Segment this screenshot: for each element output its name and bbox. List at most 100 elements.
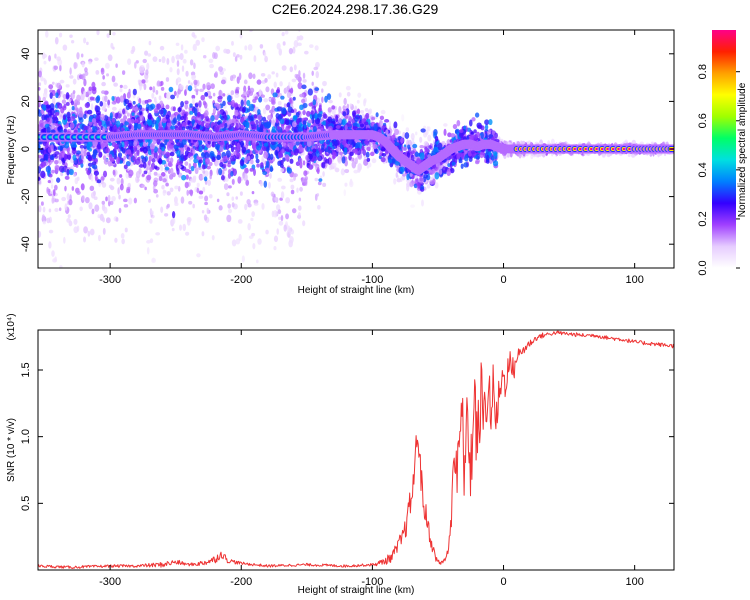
spectrogram-point: [110, 42, 114, 49]
spectrogram-point: [201, 151, 205, 158]
spectrogram-point: [250, 159, 254, 165]
spectrogram-point: [335, 115, 339, 123]
spectrogram-point: [187, 85, 193, 92]
spectrogram-point: [393, 121, 398, 129]
spectrogram-point: [327, 107, 332, 113]
spectrogram-point: [103, 158, 109, 165]
spectrogram-point: [144, 8, 148, 16]
spectrogram-point: [484, 124, 489, 130]
spectrogram-point: [124, 98, 130, 105]
spectrogram-point: [107, 54, 113, 62]
spectrogram-point: [258, 96, 263, 103]
spectrogram-point: [161, 184, 165, 190]
spectrogram-point: [344, 147, 348, 153]
spectrogram-point: [196, 187, 200, 194]
spectrogram-point: [111, 106, 117, 111]
spectrogram-point: [89, 185, 95, 192]
spectrogram-point: [340, 168, 345, 176]
spectrogram-point: [176, 60, 180, 68]
spectrogram-point: [227, 185, 232, 189]
spectrogram-point: [161, 56, 166, 64]
spectrogram-point: [251, 232, 256, 237]
spectrogram-point: [58, 32, 63, 38]
spectrogram-point: [321, 88, 324, 93]
spectrogram-point: [193, 79, 198, 86]
spectrogram-point: [231, 202, 235, 208]
spectrogram-point: [139, 66, 143, 73]
spectrogram-point: [66, 193, 70, 201]
spectrogram-point: [120, 23, 124, 30]
spectrogram-point: [343, 189, 347, 197]
spectrogram-point: [321, 161, 326, 169]
spectrogram-point: [103, 170, 108, 178]
spectrogram-point: [401, 114, 405, 122]
spectrogram-point: [426, 184, 431, 189]
spectrogram-point: [209, 194, 213, 199]
spectrogram-point: [53, 65, 58, 71]
spectrogram-point: [393, 178, 397, 185]
spectrogram-point: [54, 53, 57, 59]
spectrogram-point: [262, 107, 267, 115]
spectrogram-point: [214, 71, 219, 78]
spectrogram-point: [145, 69, 149, 76]
spectrogram-point: [42, 206, 46, 213]
spectrogram-point: [95, 70, 100, 75]
spectrogram-point: [184, 49, 188, 54]
spectrogram-point: [128, 125, 132, 130]
spectrogram-point: [235, 238, 241, 245]
spectrogram-point: [111, 75, 116, 83]
spectrogram-point: [184, 102, 189, 110]
spectrogram-point: [293, 173, 298, 178]
spectrogram-point: [341, 156, 346, 164]
spectrogram-point: [89, 96, 95, 101]
spectrogram-point: [184, 161, 189, 166]
spectrogram-point: [223, 48, 228, 54]
spectrogram-point: [388, 120, 391, 127]
spectrogram-point: [249, 87, 255, 93]
spectrogram-point: [236, 54, 240, 58]
spectrogram-point: [102, 227, 106, 235]
spectrogram-point: [192, 175, 197, 180]
spectrogram-point: [318, 178, 323, 182]
spectrogram-point: [170, 94, 176, 100]
spectrogram-point: [114, 143, 118, 151]
spectrogram-point: [141, 184, 146, 188]
spectrogram-point: [244, 167, 249, 174]
spectrogram-point: [171, 55, 175, 64]
spectrogram-point: [231, 196, 235, 201]
spectrogram-point: [238, 72, 242, 81]
spectrogram-point: [297, 205, 302, 211]
spectrogram-point: [80, 148, 84, 155]
spectrogram-point: [170, 269, 173, 273]
spectrogram-point: [139, 83, 142, 91]
spectrogram-point: [292, 96, 296, 101]
spectrogram-point: [88, 86, 93, 91]
spectrogram-point: [247, 44, 253, 51]
spectrogram-point: [402, 173, 407, 177]
spectrogram-point: [191, 94, 196, 99]
spectrogram-point: [45, 104, 51, 109]
spectrogram-point: [62, 105, 67, 111]
spectrogram-point: [176, 77, 182, 83]
spectrogram-point: [220, 79, 226, 85]
spectrogram-point: [474, 160, 480, 165]
spectrogram-point: [296, 42, 302, 47]
spectrogram-point: [357, 166, 361, 173]
spectrogram-point: [247, 85, 251, 91]
spectrogram-point: [187, 80, 191, 84]
spectrogram-point: [306, 145, 312, 153]
spectrogram-point: [230, 170, 234, 177]
spectrogram-point: [199, 88, 204, 92]
spectrogram-point: [295, 141, 301, 146]
spectrogram-point: [312, 161, 318, 166]
spectrogram-point: [65, 84, 70, 88]
spectrogram-point: [220, 175, 225, 181]
spectrogram-point: [317, 205, 321, 210]
spectrogram-point: [463, 162, 469, 168]
spectrogram-point: [338, 92, 342, 98]
spectrogram-point: [159, 45, 165, 51]
spectrogram-point: [48, 241, 52, 249]
spectrogram-point: [48, 208, 52, 213]
spectrogram-point: [204, 122, 211, 129]
